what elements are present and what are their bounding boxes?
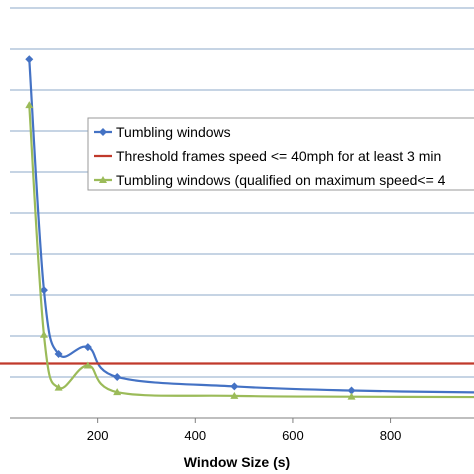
data-point: [347, 386, 356, 395]
data-point: [54, 383, 63, 391]
data-point: [39, 330, 48, 338]
x-tick-label: 800: [380, 428, 402, 443]
axes: 200 400 600 800: [10, 417, 474, 443]
legend-item: Tumbling windows: [94, 124, 231, 140]
series-line: [28, 59, 474, 394]
data-point: [113, 388, 122, 396]
legend-item: Tumbling windows (qualified on maximum s…: [94, 172, 446, 188]
data-point: [83, 343, 92, 352]
series-3: [25, 101, 474, 400]
data-point: [113, 373, 122, 381]
legend-box: [87, 117, 474, 191]
x-tick-label: 400: [184, 428, 206, 443]
x-tick-label: 600: [282, 428, 304, 443]
data-point: [230, 382, 239, 391]
legend-marker: [99, 128, 107, 136]
x-axis-title: Window Size (s): [184, 454, 290, 470]
data-point: [54, 350, 63, 359]
series-1: [25, 55, 474, 395]
data-point: [25, 55, 34, 64]
gridlines: [10, 7, 474, 378]
data-point: [347, 392, 356, 400]
data-point: [230, 391, 239, 399]
data-point: [83, 361, 92, 369]
legend: Tumbling windows Threshold frames speed <…: [87, 117, 474, 191]
legend-label: Threshold frames speed <= 40mph for at l…: [116, 148, 441, 164]
legend-marker: [99, 176, 107, 183]
legend-label: Tumbling windows: [116, 124, 231, 140]
legend-item: Threshold frames speed <= 40mph for at l…: [94, 148, 441, 164]
legend-label: Tumbling windows (qualified on maximum s…: [116, 172, 446, 188]
data-point: [39, 286, 48, 295]
data-point: [25, 101, 34, 109]
x-tick-label: 200: [87, 428, 109, 443]
series-layer: [0, 55, 474, 400]
